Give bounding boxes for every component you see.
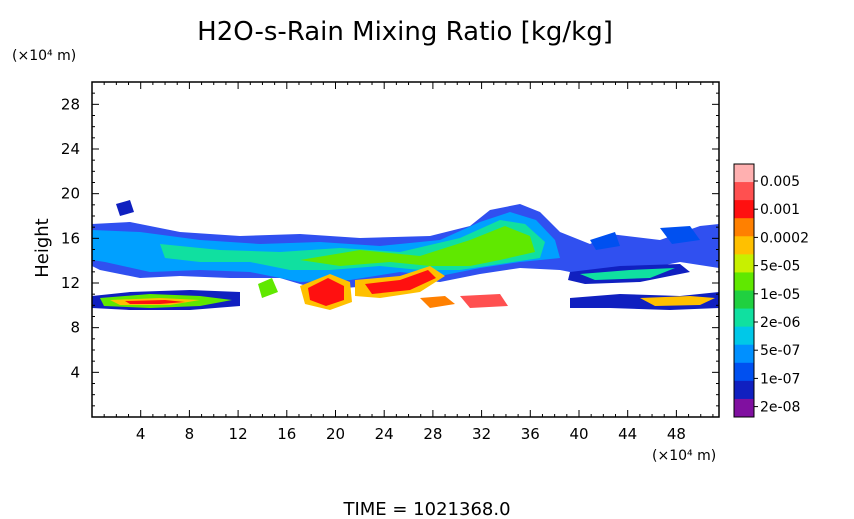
cell-right	[660, 226, 700, 244]
colorbar-swatch	[734, 236, 754, 255]
cell-mid-right	[590, 232, 620, 250]
y-tick-label: 24	[61, 140, 80, 158]
x-axis: 4 8 12 16 20 24 28 32 36 40 44 48	[103, 82, 714, 443]
colorbar-label: 2e-06	[760, 315, 800, 331]
colorbar-frame	[733, 163, 755, 418]
colorbar	[733, 163, 755, 418]
y-tick-label: 16	[61, 229, 80, 247]
colorbar-labels: 0.005 0.001 0.0002 5e-05 1e-05 2e-06 5e-07 1e-0…	[754, 174, 809, 416]
colorbar-swatch	[734, 182, 754, 201]
colorbar-swatch	[734, 290, 754, 310]
low-cell-b	[460, 294, 508, 308]
colorbar-label: 0.001	[760, 202, 800, 218]
x-tick-label: 28	[423, 425, 442, 443]
x-tick-label: 8	[185, 425, 195, 443]
x-tick-label: 24	[375, 425, 394, 443]
x-tick-label: 16	[277, 425, 296, 443]
colorbar-swatch	[734, 326, 754, 346]
colorbar-label: 5e-07	[760, 343, 800, 359]
x-tick-label: 12	[229, 425, 248, 443]
x-tick-label: 36	[521, 425, 540, 443]
colorbar-label: 1e-05	[760, 287, 800, 303]
x-tick-label: 40	[569, 425, 588, 443]
colorbar-swatch	[734, 344, 754, 364]
colorbar-label: 2e-08	[760, 400, 800, 416]
low-layer-right-core	[640, 296, 715, 306]
y-axis: 4 8 12 16 20 24 28	[61, 92, 719, 407]
band-right-lower-core	[580, 268, 675, 280]
cell-top-left	[116, 200, 134, 216]
x-tick-label: 4	[136, 425, 146, 443]
colorbar-swatch	[734, 254, 754, 273]
low-cell-a	[420, 296, 455, 308]
colorbar-swatch	[734, 200, 754, 219]
colorbar-swatch	[734, 398, 754, 418]
colorbar-label: 5e-05	[760, 259, 800, 275]
colorbar-swatch	[734, 272, 754, 291]
y-tick-label: 8	[70, 319, 80, 337]
x-tick-label: 48	[667, 425, 686, 443]
y-tick-label: 4	[70, 363, 80, 381]
time-label: TIME = 1021368.0	[342, 499, 510, 519]
band-core	[300, 226, 535, 266]
y-axis-label: Height	[32, 218, 53, 278]
colorbar-label: 1e-07	[760, 371, 800, 387]
x-tick-label: 44	[618, 425, 637, 443]
y-unit-label: (×10⁴ m)	[12, 48, 76, 64]
y-tick-label: 20	[61, 185, 80, 203]
core-24	[365, 270, 436, 294]
cell-15	[258, 278, 278, 298]
low-layer-left-max	[125, 300, 185, 304]
colorbar-swatch	[734, 164, 754, 183]
colorbar-swatch	[734, 380, 754, 400]
y-tick-label: 28	[61, 95, 80, 113]
rain-field	[92, 200, 719, 310]
chart-title: H2O-s-Rain Mixing Ratio [kg/kg]	[197, 17, 613, 47]
colorbar-label: 0.005	[760, 174, 800, 190]
colorbar-label: 0.0002	[760, 230, 809, 246]
colorbar-swatch	[734, 218, 754, 237]
x-tick-label: 20	[326, 425, 345, 443]
y-tick-label: 12	[61, 274, 80, 292]
x-tick-label: 32	[472, 425, 491, 443]
colorbar-swatch	[734, 308, 754, 328]
colorbar-swatch	[734, 362, 754, 382]
core-20	[308, 278, 344, 306]
x-unit-label: (×10⁴ m)	[652, 448, 716, 464]
